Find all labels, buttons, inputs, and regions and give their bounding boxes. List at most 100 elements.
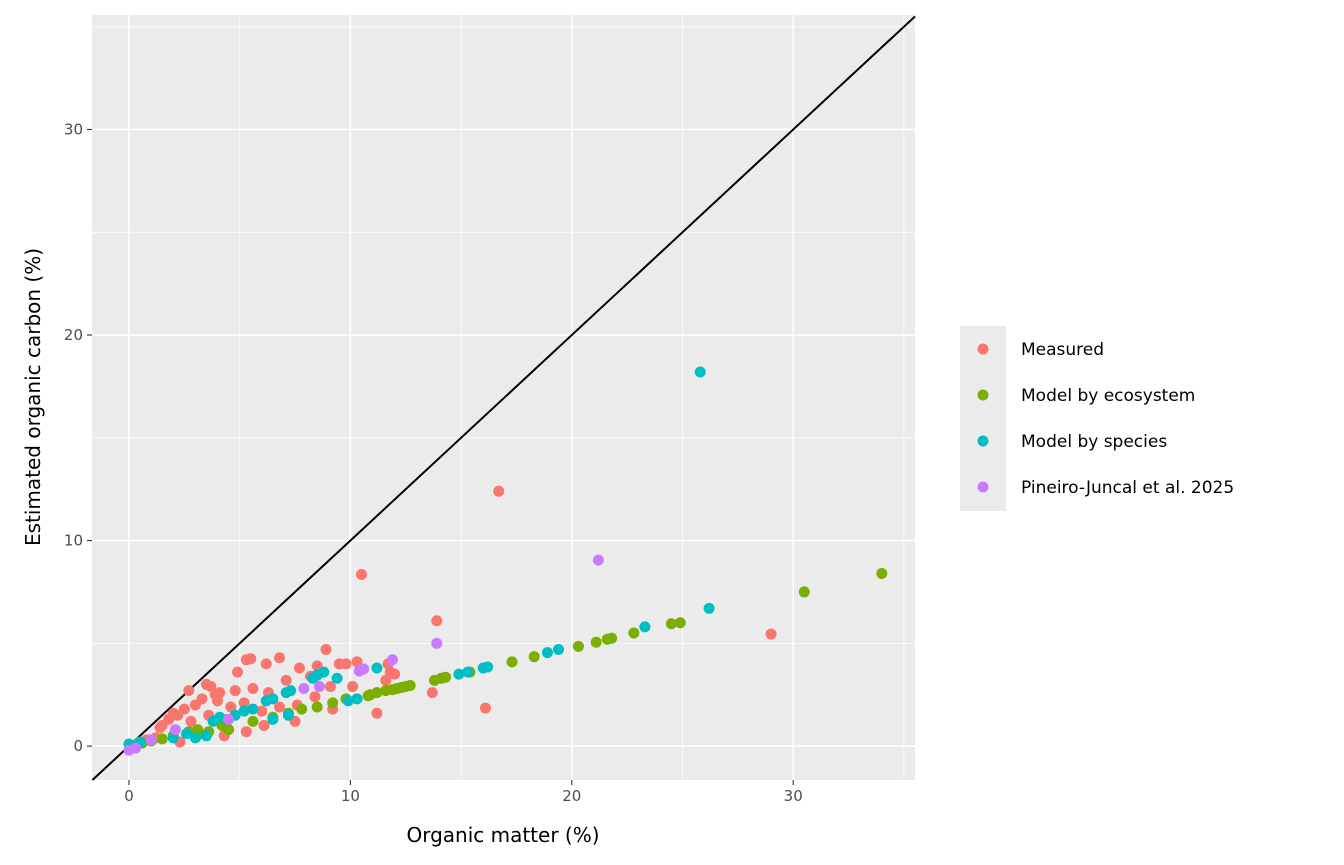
data-point — [156, 733, 168, 745]
legend-label: Measured — [1021, 340, 1104, 360]
data-point — [238, 697, 250, 709]
legend: Measured Model by ecosystem Model by speci… — [977, 340, 1234, 498]
data-point — [479, 702, 491, 714]
data-point — [145, 734, 157, 746]
data-point — [258, 720, 270, 732]
data-point — [240, 726, 252, 738]
y-axis-title: Estimated organic carbon (%) — [21, 248, 45, 546]
legend-label: Model by species — [1021, 432, 1167, 452]
data-point — [380, 674, 392, 686]
data-point — [225, 701, 237, 713]
data-point — [347, 680, 359, 692]
data-point — [327, 697, 339, 709]
data-point — [307, 672, 319, 684]
data-point — [205, 680, 217, 692]
data-point — [477, 662, 489, 674]
data-point — [429, 674, 441, 686]
gridlines — [92, 15, 915, 780]
data-point — [181, 728, 193, 740]
data-point — [572, 640, 584, 652]
data-point — [592, 554, 604, 566]
data-point — [431, 637, 443, 649]
data-point — [431, 615, 443, 627]
data-point — [380, 685, 392, 697]
data-point — [462, 666, 474, 678]
legend-key — [977, 435, 989, 447]
data-point — [453, 668, 465, 680]
data-point — [389, 668, 401, 680]
data-point — [189, 732, 201, 744]
data-point — [185, 715, 197, 727]
x-tick-label: 0 — [124, 787, 134, 805]
data-point — [280, 674, 292, 686]
data-point — [694, 366, 706, 378]
data-point — [386, 654, 398, 666]
data-point — [639, 621, 651, 633]
legend-label: Pineiro-Juncal et al. 2025 — [1021, 478, 1234, 498]
data-point — [876, 567, 888, 579]
data-point — [256, 705, 268, 717]
data-point — [209, 689, 221, 701]
legend-key — [977, 389, 989, 401]
x-axis-title: Organic matter (%) — [406, 823, 599, 847]
data-point — [298, 683, 310, 695]
data-point — [169, 724, 181, 736]
identity-line — [91, 15, 916, 781]
data-point — [371, 707, 383, 719]
data-point — [355, 568, 367, 580]
x-tick-label: 30 — [784, 787, 803, 805]
data-point — [154, 722, 166, 734]
data-point — [238, 705, 250, 717]
data-point — [703, 602, 715, 614]
data-point — [229, 685, 241, 697]
data-point — [528, 651, 540, 663]
data-point — [351, 693, 363, 705]
data-point — [311, 701, 323, 713]
data-point — [340, 658, 352, 670]
data-point — [628, 627, 640, 639]
data-point — [324, 680, 336, 692]
data-point — [353, 665, 365, 677]
data-point — [247, 683, 259, 695]
data-point — [282, 709, 294, 721]
data-point — [183, 685, 195, 697]
data-point — [371, 662, 383, 674]
data-point — [245, 653, 257, 665]
y-tick-label: 0 — [73, 737, 83, 755]
data-point — [493, 485, 505, 497]
data-point — [553, 643, 565, 655]
legend-key — [977, 343, 989, 355]
data-point — [506, 656, 518, 668]
data-point — [196, 693, 208, 705]
data-point — [665, 618, 677, 630]
data-point — [167, 707, 179, 719]
y-tick-label: 30 — [64, 120, 83, 138]
data-point — [342, 695, 354, 707]
data-point — [280, 687, 292, 699]
data-point — [293, 662, 305, 674]
data-point — [362, 690, 374, 702]
data-point — [313, 680, 325, 692]
data-point — [267, 713, 279, 725]
y-tick-label: 10 — [64, 532, 83, 550]
data-point — [130, 742, 142, 754]
x-tick-label: 10 — [341, 787, 360, 805]
axis-ticks: 0 10 20 30 0 10 20 30 — [64, 120, 803, 805]
data-point — [309, 691, 321, 703]
data-point — [200, 730, 212, 742]
data-point — [223, 713, 235, 725]
data-point — [260, 658, 272, 670]
data-point — [320, 643, 332, 655]
y-tick-label: 20 — [64, 326, 83, 344]
data-point — [296, 703, 308, 715]
data-point — [274, 701, 286, 713]
data-point — [214, 711, 226, 723]
data-point — [601, 633, 613, 645]
data-point — [223, 724, 235, 736]
data-point — [247, 703, 259, 715]
data-point — [590, 636, 602, 648]
data-point — [331, 672, 343, 684]
legend-key-background — [960, 326, 1006, 511]
legend-label: Model by ecosystem — [1021, 386, 1195, 406]
